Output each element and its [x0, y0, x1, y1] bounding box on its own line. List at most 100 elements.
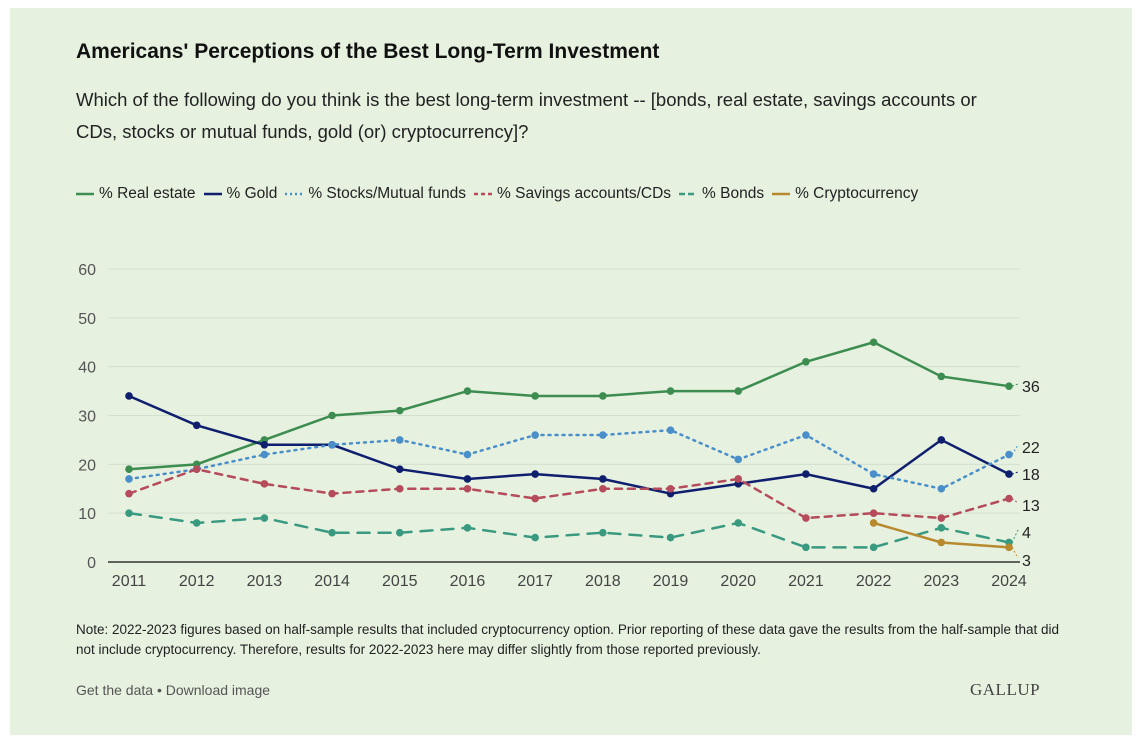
data-point	[395, 406, 404, 415]
data-point	[192, 421, 201, 430]
y-tick-label: 0	[87, 555, 96, 572]
data-point	[937, 524, 946, 532]
y-tick-label: 10	[78, 506, 96, 523]
x-tick-label: 2016	[450, 573, 486, 590]
data-point	[666, 387, 675, 395]
legend-label: % Gold	[226, 185, 278, 202]
data-point	[531, 533, 539, 542]
y-tick-label: 60	[78, 262, 96, 279]
data-point	[869, 509, 878, 517]
x-tick-label: 2012	[179, 573, 215, 590]
data-point	[260, 441, 269, 449]
data-point	[463, 484, 472, 493]
x-tick-label: 2019	[653, 573, 689, 590]
series-line	[127, 340, 1011, 471]
x-tick-label: 2022	[856, 573, 892, 590]
data-point	[395, 528, 404, 537]
data-point	[328, 411, 336, 420]
data-point	[802, 514, 810, 522]
data-point	[192, 519, 201, 527]
legend-swatch	[474, 192, 493, 195]
data-point	[260, 450, 269, 459]
data-point	[125, 392, 133, 400]
data-point	[937, 514, 946, 522]
data-point	[395, 465, 404, 474]
legend-label: % Savings accounts/CDs	[497, 185, 672, 202]
legend: % Real estate % Gold % Stocks/Mutual funds…	[76, 180, 976, 208]
y-tick-label: 40	[78, 360, 96, 377]
data-point	[125, 475, 133, 483]
end-label: 4	[1022, 525, 1031, 542]
legend-swatch	[285, 192, 304, 195]
end-label: 3	[1022, 553, 1031, 570]
chart-subtitle: Which of the following do you think is t…	[76, 89, 977, 142]
data-point	[531, 470, 539, 478]
legend-item[interactable]: % Savings accounts/CDs	[474, 180, 671, 207]
x-tick-label: 2017	[517, 573, 553, 590]
data-point	[599, 484, 607, 493]
end-label: 22	[1022, 440, 1040, 457]
data-point	[328, 489, 336, 498]
end-label-leader	[1011, 471, 1019, 475]
data-point	[869, 484, 878, 493]
x-tick-label: 2014	[314, 573, 350, 590]
data-point	[599, 392, 607, 400]
data-point	[599, 431, 607, 439]
legend-item[interactable]: % Stocks/Mutual funds	[285, 180, 466, 207]
data-point	[734, 475, 743, 483]
legend-item[interactable]: % Cryptocurrency	[772, 180, 918, 207]
x-tick-label: 2021	[788, 573, 824, 590]
data-point	[463, 450, 472, 459]
data-point	[1005, 470, 1013, 478]
x-tick-label: 2020	[720, 573, 756, 590]
legend-item[interactable]: % Bonds	[679, 180, 764, 207]
data-point	[734, 455, 743, 464]
x-tick-label: 2018	[585, 573, 621, 590]
data-point	[734, 387, 743, 395]
data-point	[125, 465, 133, 474]
footer-links: Get the data • Download image	[76, 682, 270, 698]
end-label-leader	[1011, 547, 1019, 559]
data-point	[937, 538, 946, 547]
data-point	[1005, 382, 1013, 391]
data-point	[328, 528, 336, 537]
legend-label: % Cryptocurrency	[795, 185, 919, 202]
legend-swatch	[772, 192, 791, 195]
end-label-leader	[1011, 498, 1019, 504]
chart-title: Americans' Perceptions of the Best Long-…	[76, 40, 660, 63]
data-point	[802, 470, 810, 478]
data-point	[395, 484, 404, 493]
end-label: 13	[1022, 498, 1040, 515]
x-tick-label: 2011	[112, 573, 147, 590]
data-point	[395, 436, 404, 444]
legend-label: % Real estate	[99, 185, 196, 202]
legend-item[interactable]: % Gold	[203, 180, 278, 207]
data-point	[869, 338, 878, 347]
end-label: 36	[1022, 379, 1040, 396]
download-image-link[interactable]: Download image	[165, 682, 271, 698]
series-line	[127, 394, 1011, 495]
y-tick-label: 30	[78, 409, 96, 426]
data-point	[937, 436, 946, 444]
data-point	[463, 524, 472, 532]
data-point	[192, 465, 201, 474]
series-stocks-mutual-funds	[125, 426, 1013, 493]
legend-item[interactable]: % Real estate	[76, 180, 196, 207]
data-point	[869, 470, 878, 478]
data-point	[1005, 450, 1013, 459]
link-separator: •	[153, 682, 166, 698]
data-point	[599, 528, 607, 537]
series-savings-accounts-cds	[125, 465, 1013, 522]
data-point	[802, 543, 810, 552]
series-line	[127, 467, 1011, 520]
x-tick-label: 2024	[991, 573, 1027, 590]
series-cryptocurrency	[869, 519, 1013, 552]
data-point	[463, 387, 472, 395]
get-data-link[interactable]: Get the data	[76, 682, 154, 698]
legend-label: % Bonds	[702, 185, 765, 202]
legend-swatch	[203, 192, 222, 195]
data-point	[328, 441, 336, 449]
chart-note: Note: 2022-2023 figures based on half-sa…	[76, 622, 1060, 657]
data-point	[260, 480, 269, 488]
